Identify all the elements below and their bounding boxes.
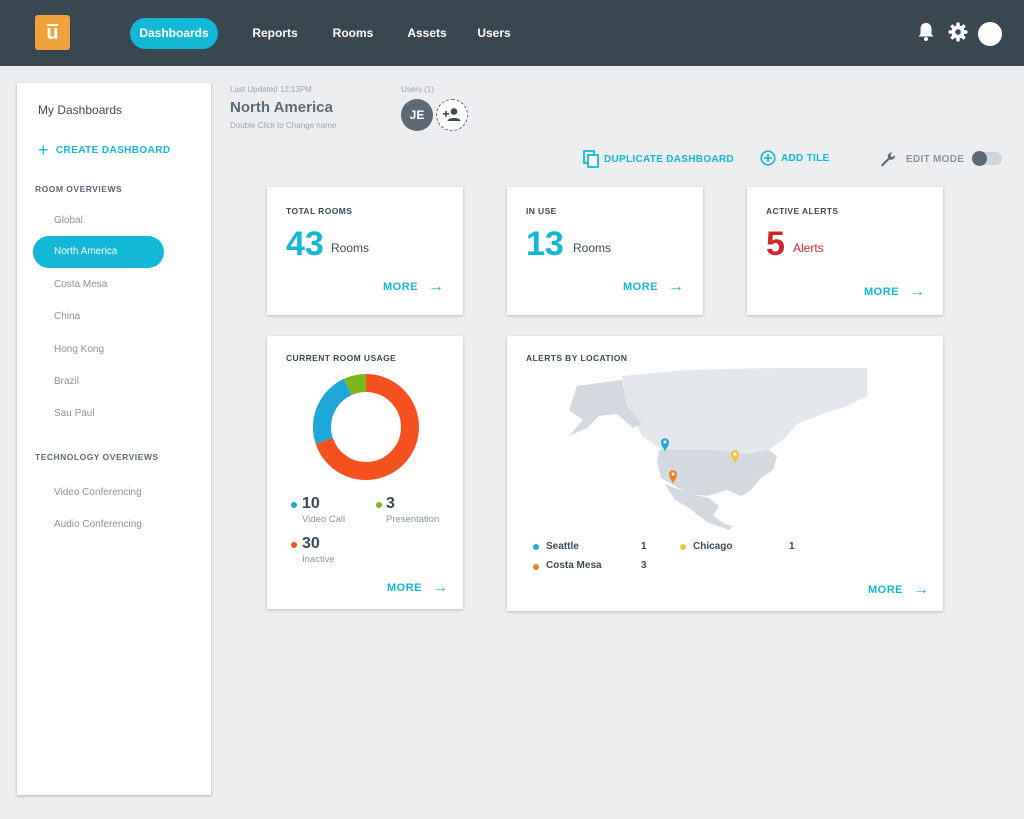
add-tile-label: ADD TILE <box>781 152 830 164</box>
alerts-by-location-tile: ALERTS BY LOCATION <box>507 336 943 611</box>
last-updated-text: Last Updated 12:13PM <box>230 85 312 94</box>
duplicate-dashboard-button[interactable]: DUPLICATE DASHBOARD <box>583 150 734 168</box>
nav-reports[interactable]: Reports <box>252 26 298 40</box>
in-use-tile: IN USE 13 Rooms MORE → <box>507 187 703 315</box>
arrow-right-icon: → <box>428 278 445 295</box>
costa-mesa-dot <box>533 564 539 570</box>
sidebar-item-china[interactable]: China <box>54 311 81 322</box>
top-navigation-bar: u Dashboards Reports Rooms Assets Users <box>0 0 1024 66</box>
in-use-value: 13 <box>526 225 564 263</box>
nav-users[interactable]: Users <box>477 26 511 40</box>
north-america-map <box>569 368 867 530</box>
more-label: MORE <box>868 584 903 596</box>
inactive-dot <box>291 542 297 548</box>
presentation-dot <box>376 502 382 508</box>
more-label: MORE <box>383 281 418 293</box>
more-link[interactable]: MORE → <box>868 581 930 599</box>
add-person-icon <box>443 108 461 121</box>
dashboards-sidebar: My Dashboards + CREATE DASHBOARD ROOM OV… <box>17 83 211 795</box>
seattle-pin-icon <box>661 438 669 452</box>
total-rooms-tile: TOTAL ROOMS 43 Rooms MORE → <box>267 187 463 315</box>
in-use-unit: Rooms <box>573 241 612 255</box>
room-overviews-heading: ROOM OVERVIEWS <box>35 184 123 194</box>
more-link[interactable]: MORE → <box>864 283 926 301</box>
more-label: MORE <box>864 286 899 298</box>
video-call-dot <box>291 502 297 508</box>
add-circle-icon <box>760 150 776 166</box>
create-dashboard-button[interactable]: + CREATE DASHBOARD <box>38 140 171 160</box>
arrow-right-icon: → <box>909 283 926 300</box>
more-label: MORE <box>623 281 658 293</box>
location-name: Seattle <box>546 541 579 552</box>
user-badge[interactable]: JE <box>401 99 433 131</box>
sidebar-item-hong-kong[interactable]: Hong Kong <box>54 344 105 355</box>
edit-mode-control: EDIT MODE <box>879 150 964 168</box>
arrow-right-icon: → <box>432 579 449 596</box>
active-alerts-value: 5 <box>766 225 785 263</box>
chicago-dot <box>680 544 686 550</box>
location-name: Costa Mesa <box>546 560 602 571</box>
technology-overviews-heading: TECHNOLOGY OVERVIEWS <box>35 452 159 462</box>
sidebar-item-sau-paul[interactable]: Sau Paul <box>54 408 95 419</box>
costa-mesa-pin-icon <box>669 470 677 484</box>
video-call-label: Video Call <box>302 514 346 525</box>
sidebar-item-brazil[interactable]: Brazil <box>54 376 80 387</box>
active-alerts-unit: Alerts <box>793 241 824 255</box>
presentation-count: 3 <box>386 495 395 512</box>
app-logo[interactable]: u <box>35 15 70 50</box>
edit-mode-label: EDIT MODE <box>906 153 965 165</box>
chicago-pin-icon <box>731 450 739 464</box>
inactive-label: Inactive <box>302 554 335 565</box>
nav-dashboards[interactable]: Dashboards <box>130 18 218 49</box>
total-rooms-unit: Rooms <box>331 241 370 255</box>
donut-segment-presentation <box>313 374 419 480</box>
location-count: 3 <box>641 560 647 571</box>
presentation-label: Presentation <box>386 514 440 525</box>
sidebar-title: My Dashboards <box>38 103 123 117</box>
sidebar-item-audio-conferencing[interactable]: Audio Conferencing <box>54 519 142 530</box>
sidebar-item-video-conferencing[interactable]: Video Conferencing <box>54 487 142 498</box>
copy-icon <box>583 150 599 168</box>
location-count: 1 <box>789 541 795 552</box>
wrench-icon <box>881 152 896 167</box>
total-rooms-value: 43 <box>286 225 324 263</box>
users-label: Users (1) <box>401 85 434 94</box>
active-alerts-tile: ACTIVE ALERTS 5 Alerts MORE → <box>747 187 943 315</box>
dashboard-name[interactable]: North America <box>230 99 333 116</box>
donut-segment-video-call <box>313 374 419 480</box>
location-name: Chicago <box>693 541 733 552</box>
usage-donut-chart <box>313 374 419 480</box>
arrow-right-icon: → <box>913 581 930 598</box>
more-link[interactable]: MORE → <box>383 278 445 296</box>
more-link[interactable]: MORE → <box>623 278 685 296</box>
bell-icon[interactable] <box>917 22 935 42</box>
tile-title: TOTAL ROOMS <box>286 206 353 216</box>
sidebar-item-north-america[interactable]: North America <box>33 236 164 268</box>
gear-icon[interactable] <box>948 22 968 42</box>
inactive-count: 30 <box>302 535 320 552</box>
rename-hint: Double Click to Change name <box>230 121 337 130</box>
seattle-dot <box>533 544 539 550</box>
room-usage-tile: CURRENT ROOM USAGE 10 Video Call 3 Prese… <box>267 336 463 609</box>
add-user-button[interactable] <box>436 99 468 131</box>
more-link[interactable]: MORE → <box>387 579 449 597</box>
more-label: MORE <box>387 582 422 594</box>
arrow-right-icon: → <box>668 278 685 295</box>
nav-assets[interactable]: Assets <box>407 26 447 40</box>
video-call-count: 10 <box>302 495 320 512</box>
sidebar-item-global[interactable]: Global <box>54 215 83 226</box>
tile-title: ACTIVE ALERTS <box>766 206 839 216</box>
tile-title: CURRENT ROOM USAGE <box>286 353 397 363</box>
add-tile-button[interactable]: ADD TILE <box>760 150 830 166</box>
tile-title: IN USE <box>526 206 557 216</box>
edit-mode-toggle[interactable] <box>972 151 1002 166</box>
plus-icon: + <box>38 140 49 160</box>
tile-title: ALERTS BY LOCATION <box>526 353 628 363</box>
nav-rooms[interactable]: Rooms <box>332 26 374 40</box>
duplicate-dashboard-label: DUPLICATE DASHBOARD <box>604 153 734 165</box>
location-count: 1 <box>641 541 647 552</box>
user-avatar[interactable] <box>978 22 1002 46</box>
sidebar-item-costa-mesa[interactable]: Costa Mesa <box>54 279 108 290</box>
create-dashboard-label: CREATE DASHBOARD <box>55 144 171 156</box>
